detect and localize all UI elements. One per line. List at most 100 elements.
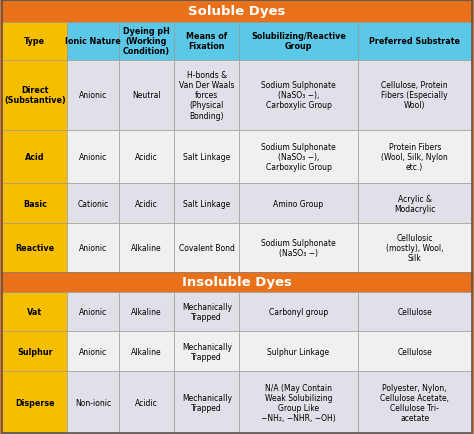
Text: Soluble Dyes: Soluble Dyes — [188, 5, 286, 18]
Text: Mechanically
Trapped: Mechanically Trapped — [182, 393, 232, 412]
Bar — [118, 60, 174, 131]
Bar — [67, 131, 118, 184]
Text: Sodium Sulphonate
(NaSO₃ −): Sodium Sulphonate (NaSO₃ −) — [261, 238, 336, 257]
Bar — [174, 23, 239, 60]
Text: Mechanically
Trapped: Mechanically Trapped — [182, 302, 232, 321]
Bar — [2, 23, 67, 60]
Bar — [239, 60, 358, 131]
Bar — [2, 1, 472, 23]
Bar — [174, 184, 239, 224]
Bar — [358, 23, 472, 60]
Text: Polyester, Nylon,
Cellulose Acetate,
Cellulose Tri-
acetate: Polyester, Nylon, Cellulose Acetate, Cel… — [380, 383, 449, 422]
Text: Dyeing pH
(Working
Condition): Dyeing pH (Working Condition) — [123, 27, 170, 56]
Text: Cationic: Cationic — [77, 199, 109, 208]
Text: Disperse: Disperse — [15, 398, 55, 407]
Bar — [2, 224, 67, 272]
Text: Anionic: Anionic — [79, 91, 107, 100]
Text: Type: Type — [24, 37, 46, 46]
Bar — [67, 60, 118, 131]
Bar — [358, 292, 472, 332]
Text: Sodium Sulphonate
(NaSO₃ −),
Carboxylic Group: Sodium Sulphonate (NaSO₃ −), Carboxylic … — [261, 143, 336, 172]
Text: Alkaline: Alkaline — [131, 347, 162, 356]
Text: Non-ionic: Non-ionic — [75, 398, 111, 407]
Bar — [358, 224, 472, 272]
Text: Acidic: Acidic — [135, 398, 158, 407]
Text: Salt Linkage: Salt Linkage — [183, 153, 230, 162]
Bar — [118, 372, 174, 433]
Bar — [239, 224, 358, 272]
Bar — [118, 224, 174, 272]
Bar — [67, 184, 118, 224]
Bar — [67, 23, 118, 60]
Text: Preferred Substrate: Preferred Substrate — [369, 37, 460, 46]
Bar — [2, 272, 472, 292]
Text: Cellulose, Protein
Fibers (Especially
Wool): Cellulose, Protein Fibers (Especially Wo… — [382, 81, 448, 110]
Bar — [2, 292, 67, 332]
Text: Direct
(Substantive): Direct (Substantive) — [4, 86, 66, 105]
Bar — [239, 332, 358, 372]
Text: Acid: Acid — [25, 153, 45, 162]
Bar — [118, 292, 174, 332]
Bar — [239, 184, 358, 224]
Bar — [239, 23, 358, 60]
Text: Anionic: Anionic — [79, 153, 107, 162]
Text: H-bonds &
Van Der Waals
forces
(Physical
Bonding): H-bonds & Van Der Waals forces (Physical… — [179, 71, 235, 120]
Bar — [358, 372, 472, 433]
Bar — [67, 224, 118, 272]
Text: Amino Group: Amino Group — [273, 199, 324, 208]
Text: Alkaline: Alkaline — [131, 243, 162, 252]
Text: Acidic: Acidic — [135, 153, 158, 162]
Bar — [174, 372, 239, 433]
Bar — [67, 372, 118, 433]
Bar — [239, 131, 358, 184]
Bar — [2, 60, 67, 131]
Bar — [118, 131, 174, 184]
Bar — [118, 184, 174, 224]
Text: Acrylic &
Modacrylic: Acrylic & Modacrylic — [394, 194, 436, 213]
Text: Means of
Fixation: Means of Fixation — [186, 32, 228, 51]
Text: N/A (May Contain
Weak Solubilizing
Group Like
−NH₂, −NHR, −OH): N/A (May Contain Weak Solubilizing Group… — [261, 383, 336, 422]
Bar — [67, 292, 118, 332]
Bar — [118, 332, 174, 372]
Text: Covalent Bond: Covalent Bond — [179, 243, 235, 252]
Bar — [358, 332, 472, 372]
Bar — [174, 224, 239, 272]
Text: Protein Fibers
(Wool, Silk, Nylon
etc.): Protein Fibers (Wool, Silk, Nylon etc.) — [382, 143, 448, 172]
Text: Vat: Vat — [27, 307, 43, 316]
Bar — [2, 131, 67, 184]
Text: Reactive: Reactive — [15, 243, 55, 252]
Bar — [174, 292, 239, 332]
Text: Cellulose: Cellulose — [397, 347, 432, 356]
Text: Anionic: Anionic — [79, 347, 107, 356]
Bar — [358, 184, 472, 224]
Bar — [358, 60, 472, 131]
Text: Mechanically
Trapped: Mechanically Trapped — [182, 342, 232, 361]
Text: Cellulosic
(mostly), Wool,
Silk: Cellulosic (mostly), Wool, Silk — [386, 233, 444, 263]
Bar — [2, 184, 67, 224]
Bar — [174, 131, 239, 184]
Text: Cellulose: Cellulose — [397, 307, 432, 316]
Text: Ionic Nature: Ionic Nature — [65, 37, 121, 46]
Text: Insoluble Dyes: Insoluble Dyes — [182, 276, 292, 289]
Text: Neutral: Neutral — [132, 91, 161, 100]
Text: Anionic: Anionic — [79, 243, 107, 252]
Text: Sodium Sulphonate
(NaSO₃ −),
Carboxylic Group: Sodium Sulphonate (NaSO₃ −), Carboxylic … — [261, 81, 336, 110]
Text: Alkaline: Alkaline — [131, 307, 162, 316]
Text: Carbonyl group: Carbonyl group — [269, 307, 328, 316]
Bar — [67, 332, 118, 372]
Text: Acidic: Acidic — [135, 199, 158, 208]
Bar — [118, 23, 174, 60]
Bar — [174, 60, 239, 131]
Text: Sulphur Linkage: Sulphur Linkage — [267, 347, 329, 356]
Text: Sulphur: Sulphur — [17, 347, 53, 356]
Text: Salt Linkage: Salt Linkage — [183, 199, 230, 208]
Text: Anionic: Anionic — [79, 307, 107, 316]
Bar — [174, 332, 239, 372]
Bar — [358, 131, 472, 184]
Bar — [2, 332, 67, 372]
Bar — [2, 372, 67, 433]
Text: Solubilizing/Reactive
Group: Solubilizing/Reactive Group — [251, 32, 346, 51]
Bar — [239, 292, 358, 332]
Text: Basic: Basic — [23, 199, 47, 208]
Bar — [239, 372, 358, 433]
